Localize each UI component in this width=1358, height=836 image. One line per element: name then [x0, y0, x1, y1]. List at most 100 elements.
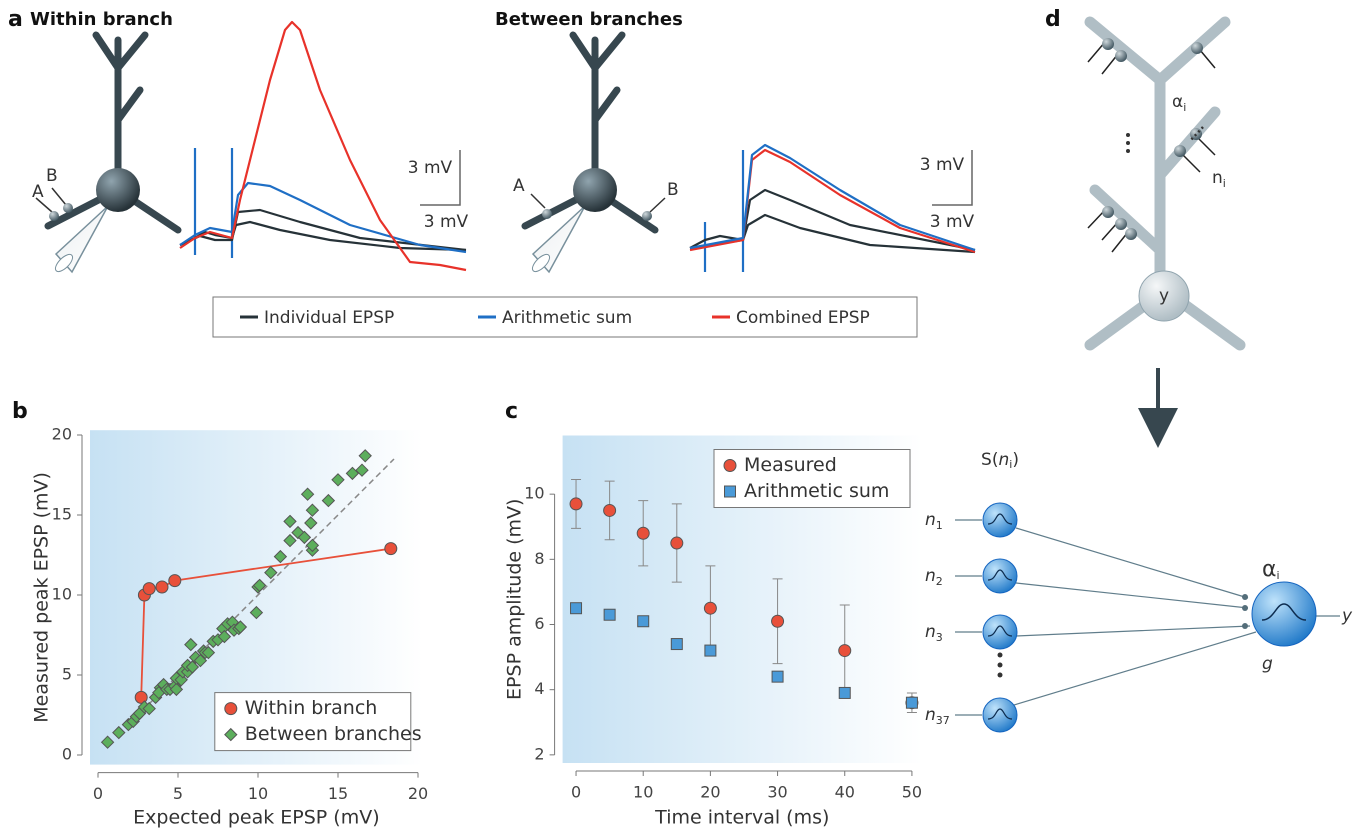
y-tick-label: 10 [524, 484, 544, 503]
data-point [264, 565, 278, 580]
synapse-label: A [32, 182, 44, 202]
soma-label: y [1159, 286, 1169, 306]
synapse [1115, 218, 1127, 230]
neuron: A B [32, 31, 182, 274]
symbol: n [925, 510, 936, 530]
data-point [670, 638, 683, 651]
legend-label: Between branches [245, 723, 422, 745]
y-tick-label: 2 [534, 744, 544, 763]
function-label: S(ni) [981, 450, 1019, 471]
legend-marker [224, 702, 238, 716]
scale-bar [420, 150, 461, 206]
synapse [1174, 145, 1186, 157]
data-point [570, 602, 583, 615]
subscript: 3 [936, 631, 943, 644]
input-node [982, 614, 1018, 650]
x-tick-label: 20 [408, 784, 428, 803]
subscript: 37 [936, 714, 950, 727]
x-tick-label: 10 [248, 784, 268, 803]
panel-label: c [505, 399, 518, 424]
data-point [283, 514, 297, 529]
stimulus-artifact [703, 150, 745, 272]
data-point [112, 725, 126, 740]
synapse-stalk [35, 187, 67, 213]
sigmoid [1261, 603, 1307, 621]
scale-label: 3 mV [408, 158, 453, 178]
legend-label: Individual EPSP [264, 308, 394, 328]
pipette-tip [54, 253, 74, 273]
panel-title: Within branch [30, 9, 173, 30]
input-label: n1 [925, 510, 943, 532]
data-point [384, 542, 398, 556]
data-point [637, 615, 650, 628]
text: S( [981, 450, 998, 470]
scale-label: 3 mV [920, 155, 965, 175]
synapse [63, 203, 73, 213]
legend-box [212, 296, 918, 338]
data-point [321, 493, 336, 508]
input-node [982, 697, 1018, 733]
dot [1126, 149, 1130, 153]
legend: Individual EPSP Arithmetic sum Combined EP… [240, 308, 870, 328]
legend-marker [724, 485, 736, 498]
synapse-label: B [667, 180, 679, 200]
y-axis-label: Measured peak EPSP (mV) [31, 472, 53, 723]
symbol: α [1262, 557, 1277, 582]
stimulus-artifact [193, 148, 234, 258]
data-point [355, 463, 369, 477]
data-point [331, 473, 345, 487]
data-point [201, 645, 216, 660]
synapse [1191, 42, 1203, 54]
panel-label: a [8, 7, 23, 32]
trace [179, 181, 467, 254]
sigmoid [987, 708, 1013, 720]
legend-label: Within branch [245, 697, 378, 719]
subscript: 2 [936, 575, 943, 588]
soma [573, 168, 617, 212]
x-axis-label: Time interval (ms) [654, 807, 829, 829]
dot [997, 652, 1003, 658]
trace [689, 213, 976, 254]
data-point [771, 614, 785, 628]
y-tick-label: 0 [62, 745, 72, 764]
dots [1189, 126, 1204, 142]
sigmoid [987, 513, 1013, 525]
weight-label: αi [1172, 92, 1186, 114]
data-point [100, 735, 115, 749]
x-tick-label: 40 [835, 783, 855, 802]
x-tick-label: 15 [328, 784, 348, 803]
output-node [1251, 581, 1317, 647]
data-point [670, 536, 684, 550]
synapse [1102, 38, 1114, 50]
data-point [283, 533, 297, 548]
symbol: α [1172, 92, 1183, 112]
data-point [603, 503, 617, 517]
y-tick-label: 5 [62, 665, 72, 684]
junctions [1242, 594, 1248, 629]
input-label: n37 [925, 705, 950, 727]
dendrites [521, 31, 659, 234]
data-point [155, 580, 169, 594]
data-point [169, 682, 184, 697]
y-axis-label: EPSP amplitude (mV) [504, 499, 526, 700]
symbol: n [998, 450, 1009, 470]
symbol: n [1212, 168, 1223, 188]
data-point [142, 582, 156, 596]
soma [96, 168, 140, 212]
x-tick-label: 30 [767, 783, 787, 802]
subscript: i [1183, 101, 1186, 114]
data-point [305, 503, 320, 517]
data-point [168, 574, 182, 588]
junction [1242, 594, 1248, 600]
data-point [703, 601, 717, 615]
data-point [273, 549, 288, 564]
data-point [193, 653, 208, 668]
synapse-heads [1102, 38, 1203, 240]
scale-label: 3 mV [424, 212, 469, 232]
subscript: i [1277, 569, 1280, 582]
x-tick-label: 5 [173, 784, 183, 803]
dots [1126, 133, 1130, 153]
symbol: n [925, 705, 936, 725]
symbol: n [925, 622, 936, 642]
